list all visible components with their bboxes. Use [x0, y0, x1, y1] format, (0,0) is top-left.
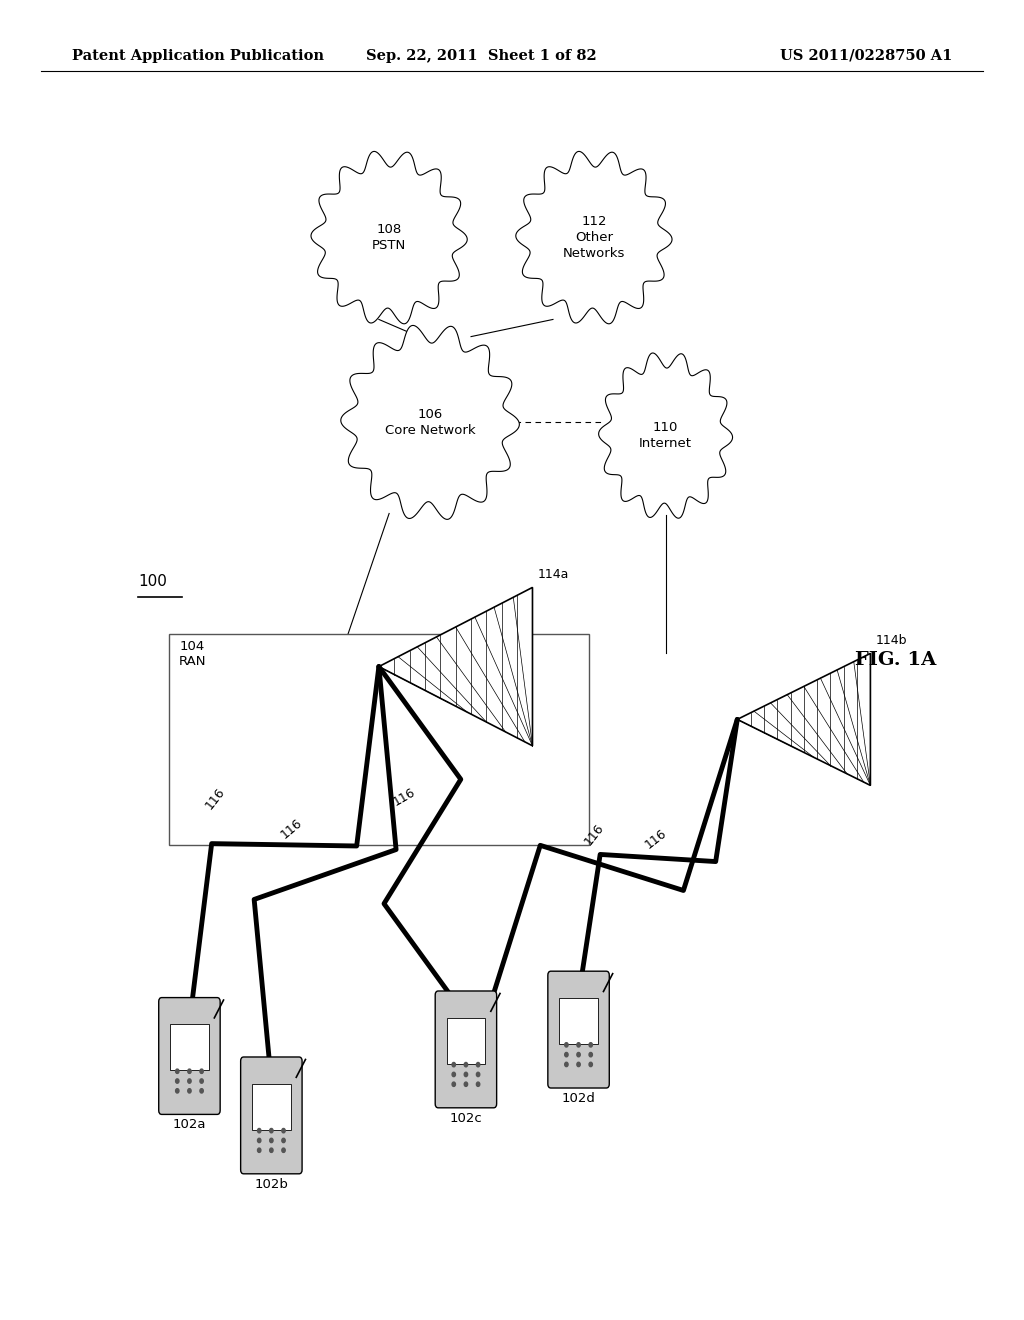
Circle shape [282, 1129, 286, 1133]
Circle shape [564, 1052, 568, 1057]
FancyBboxPatch shape [548, 972, 609, 1088]
Bar [446, 1018, 485, 1064]
Circle shape [269, 1148, 273, 1152]
Polygon shape [379, 587, 532, 746]
Circle shape [257, 1129, 261, 1133]
Circle shape [577, 1063, 581, 1067]
Circle shape [577, 1043, 581, 1047]
Bar [170, 1024, 209, 1071]
Circle shape [589, 1052, 593, 1057]
Circle shape [257, 1148, 261, 1152]
Circle shape [187, 1078, 191, 1084]
Text: 112
Other
Networks: 112 Other Networks [563, 215, 625, 260]
FancyBboxPatch shape [241, 1057, 302, 1173]
Circle shape [452, 1082, 456, 1086]
Circle shape [464, 1072, 468, 1077]
Circle shape [187, 1069, 191, 1073]
Circle shape [564, 1043, 568, 1047]
Circle shape [175, 1069, 179, 1073]
Text: Sep. 22, 2011  Sheet 1 of 82: Sep. 22, 2011 Sheet 1 of 82 [366, 49, 597, 63]
Polygon shape [599, 352, 732, 519]
Text: 116: 116 [203, 785, 227, 812]
Text: 104
RAN: 104 RAN [179, 640, 207, 668]
Text: 116: 116 [582, 821, 606, 847]
Bar [559, 998, 598, 1044]
Circle shape [257, 1138, 261, 1143]
Text: 116: 116 [642, 826, 669, 851]
Polygon shape [737, 653, 870, 785]
Circle shape [452, 1063, 456, 1067]
Circle shape [476, 1063, 480, 1067]
Circle shape [589, 1043, 593, 1047]
Text: 116: 116 [279, 816, 305, 841]
Circle shape [564, 1063, 568, 1067]
FancyBboxPatch shape [435, 991, 497, 1107]
Text: 102a: 102a [173, 1118, 206, 1131]
Bar [169, 634, 589, 845]
Bar [252, 1084, 291, 1130]
Circle shape [175, 1089, 179, 1093]
Polygon shape [311, 152, 467, 323]
Text: 102c: 102c [450, 1111, 482, 1125]
Text: 102d: 102d [561, 1092, 596, 1105]
Text: US 2011/0228750 A1: US 2011/0228750 A1 [780, 49, 952, 63]
Circle shape [282, 1148, 286, 1152]
Text: 100: 100 [138, 574, 167, 589]
Text: 108
PSTN: 108 PSTN [372, 223, 407, 252]
Text: Patent Application Publication: Patent Application Publication [72, 49, 324, 63]
Text: FIG. 1A: FIG. 1A [855, 651, 937, 669]
Circle shape [175, 1078, 179, 1084]
Text: 114b: 114b [876, 634, 907, 647]
Polygon shape [341, 326, 519, 519]
Circle shape [589, 1063, 593, 1067]
Circle shape [200, 1078, 204, 1084]
Circle shape [187, 1089, 191, 1093]
Circle shape [452, 1072, 456, 1077]
Circle shape [464, 1082, 468, 1086]
Text: 114a: 114a [538, 568, 569, 581]
Circle shape [200, 1089, 204, 1093]
Text: 110
Internet: 110 Internet [639, 421, 692, 450]
Circle shape [476, 1072, 480, 1077]
Circle shape [200, 1069, 204, 1073]
Circle shape [464, 1063, 468, 1067]
FancyBboxPatch shape [159, 998, 220, 1114]
Circle shape [577, 1052, 581, 1057]
Circle shape [269, 1138, 273, 1143]
Text: 116: 116 [391, 785, 418, 808]
Polygon shape [516, 152, 672, 323]
Text: 102b: 102b [254, 1177, 289, 1191]
Circle shape [282, 1138, 286, 1143]
Circle shape [476, 1082, 480, 1086]
Text: 106
Core Network: 106 Core Network [385, 408, 475, 437]
Circle shape [269, 1129, 273, 1133]
